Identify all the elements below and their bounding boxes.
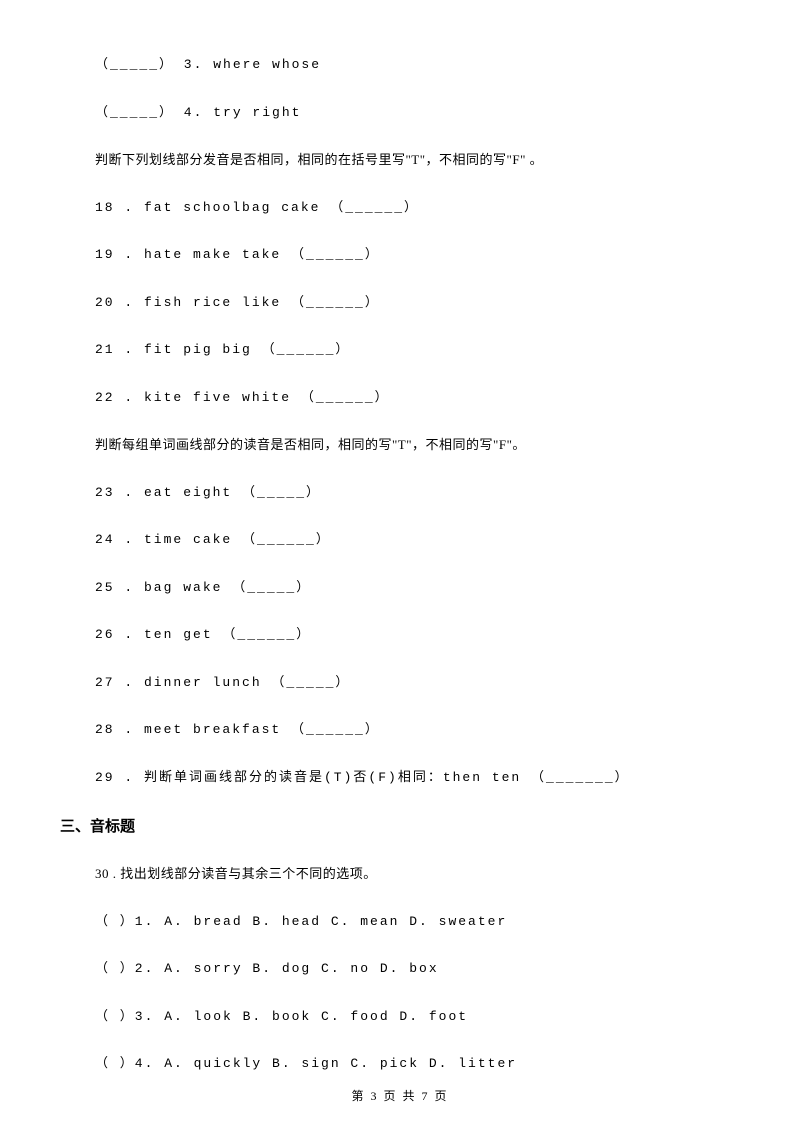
question-30-stem: 30 . 找出划线部分读音与其余三个不同的选项。 [95,864,720,884]
question-29: 29 . 判断单词画线部分的读音是(T)否(F)相同：then ten （___… [95,768,720,788]
question-3-line: （_____） 3. where whose [95,55,720,75]
instruction-1: 判断下列划线部分发音是否相同，相同的在括号里写"T"，不相同的写"F" 。 [95,150,720,170]
question-27: 27 . dinner lunch （_____） [95,673,720,693]
question-30-3: （ ）3. A. look B. book C. food D. foot [95,1007,720,1027]
question-28: 28 . meet breakfast （______） [95,720,720,740]
question-22: 22 . kite five white （______） [95,388,720,408]
question-24: 24 . time cake （______） [95,530,720,550]
question-19: 19 . hate make take （______） [95,245,720,265]
question-21: 21 . fit pig big （______） [95,340,720,360]
question-23: 23 . eat eight （_____） [95,483,720,503]
question-26: 26 . ten get （______） [95,625,720,645]
question-30-1: （ ）1. A. bread B. head C. mean D. sweate… [95,912,720,932]
instruction-2: 判断每组单词画线部分的读音是否相同，相同的写"T"，不相同的写"F"。 [95,435,720,455]
question-4-line: （_____） 4. try right [95,103,720,123]
question-20: 20 . fish rice like （______） [95,293,720,313]
section-3-header: 三、音标题 [60,815,720,836]
page-footer: 第 3 页 共 7 页 [0,1087,800,1104]
question-18: 18 . fat schoolbag cake （______） [95,198,720,218]
question-30-2: （ ）2. A. sorry B. dog C. no D. box [95,959,720,979]
question-30-4: （ ）4. A. quickly B. sign C. pick D. litt… [95,1054,720,1074]
question-25: 25 . bag wake （_____） [95,578,720,598]
